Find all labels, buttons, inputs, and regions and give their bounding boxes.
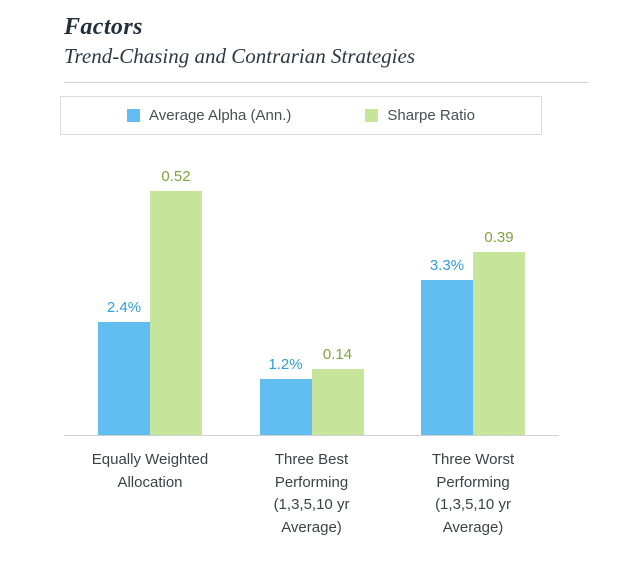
bar-column: 1.2%: [259, 356, 312, 435]
bar-value-label: 2.4%: [106, 299, 142, 316]
bar-group: 2.4% 0.52: [70, 168, 230, 435]
chart-subtitle: Trend-Chasing and Contrarian Strategies: [64, 44, 416, 68]
chart-card: Factors Trend-Chasing and Contrarian Str…: [60, 14, 588, 539]
bar-column: 2.4%: [98, 299, 150, 435]
plot-area: 2.4% 0.52 1.2% 0.14 3.3% 0.39: [64, 153, 559, 436]
bar-value-label: 0.52: [161, 168, 191, 185]
bar-group: 3.3% 0.39: [393, 229, 553, 435]
category-label: Equally Weighted Allocation: [91, 451, 209, 491]
bar-column: 0.52: [150, 168, 202, 435]
bar-column: 0.39: [473, 229, 525, 435]
bar: [473, 252, 525, 435]
legend-swatch: [127, 109, 141, 122]
bar-column: 0.14: [311, 346, 364, 435]
legend-item: Average Alpha (Ann.): [127, 107, 291, 124]
legend-item: Sharpe Ratio: [365, 107, 475, 124]
legend-label: Sharpe Ratio: [387, 107, 475, 124]
divider: [64, 82, 588, 83]
bar: [311, 369, 364, 435]
bar-value-label: 0.14: [322, 346, 353, 363]
legend: Average Alpha (Ann.) Sharpe Ratio: [60, 96, 542, 135]
bar: [421, 280, 473, 435]
category-axis: Equally Weighted Allocation Three Best Pe…: [64, 449, 559, 539]
bar: [98, 322, 150, 435]
bar-column: 3.3%: [421, 257, 473, 435]
bar-value-label: 1.2%: [268, 356, 303, 373]
bar-chart: 2.4% 0.52 1.2% 0.14 3.3% 0.39 Equally Weighte…: [64, 153, 559, 539]
bar: [259, 379, 312, 435]
category-label: Three Worst Performing (1,3,5,10 yr Aver…: [431, 451, 515, 536]
bar-value-label: 0.39: [484, 229, 514, 246]
bar-value-label: 3.3%: [429, 257, 465, 274]
category-label: Three Best Performing (1,3,5,10 yr Avera…: [273, 451, 350, 536]
bar-group: 1.2% 0.14: [232, 346, 392, 435]
chart-title: Factors: [64, 14, 143, 40]
bar: [150, 191, 202, 435]
legend-label: Average Alpha (Ann.): [149, 107, 292, 124]
legend-swatch: [365, 109, 379, 122]
